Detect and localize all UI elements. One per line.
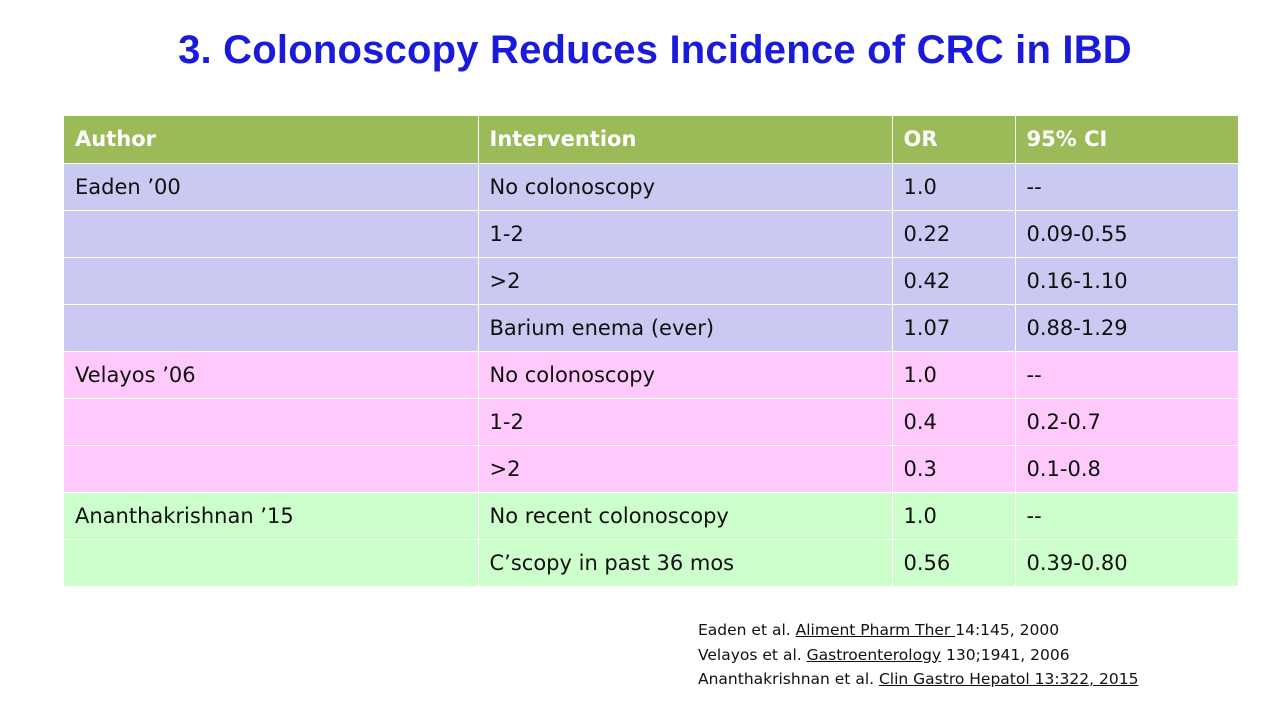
table-row: >2 0.42 0.16-1.10: [64, 257, 1238, 305]
table-row: C’scopy in past 36 mos 0.56 0.39-0.80: [64, 539, 1238, 587]
table-row: Eaden ’00 No colonoscopy 1.0 --: [64, 163, 1238, 211]
cell-or: 1.0: [892, 163, 1016, 211]
reference-line: Ananthakrishnan et al. Clin Gastro Hepat…: [698, 667, 1138, 692]
reference-authors: Velayos et al.: [698, 645, 807, 664]
header-or: OR: [892, 116, 1016, 164]
cell-or: 1.0: [892, 351, 1016, 399]
cell-or: 1.07: [892, 304, 1016, 352]
cell-intervention: >2: [478, 445, 893, 493]
cell-ci: 0.16-1.10: [1015, 257, 1238, 305]
journal-link[interactable]: Aliment Pharm Ther: [795, 621, 956, 639]
table-row: Barium enema (ever) 1.07 0.88-1.29: [64, 304, 1238, 352]
cell-or: 0.3: [892, 445, 1016, 493]
cell-ci: 0.39-0.80: [1015, 539, 1238, 587]
table-row: 1-2 0.22 0.09-0.55: [64, 210, 1238, 258]
reference-line: Velayos et al. Gastroenterology 130;1941…: [698, 643, 1138, 668]
cell-ci: --: [1015, 351, 1238, 399]
reference-citation: 130;1941, 2006: [941, 645, 1070, 664]
results-table: Author Intervention OR 95% CI Eaden ’00 …: [64, 116, 1238, 587]
cell-author: [64, 539, 479, 587]
cell-author: [64, 257, 479, 305]
table-row: >2 0.3 0.1-0.8: [64, 445, 1238, 493]
reference-authors: Ananthakrishnan et al.: [698, 670, 879, 688]
cell-author: [64, 398, 479, 446]
cell-author: Eaden ’00: [64, 163, 479, 211]
cell-author: Ananthakrishnan ’15: [64, 492, 479, 540]
cell-author: [64, 210, 479, 258]
table-row: Ananthakrishnan ’15 No recent colonoscop…: [64, 492, 1238, 540]
cell-ci: --: [1015, 492, 1238, 540]
cell-intervention: 1-2: [478, 210, 893, 258]
cell-or: 0.22: [892, 210, 1016, 258]
slide-title: 3. Colonoscopy Reduces Incidence of CRC …: [178, 28, 1132, 72]
header-intervention: Intervention: [478, 116, 893, 164]
reference-line: Eaden et al. Aliment Pharm Ther 14:145, …: [698, 618, 1138, 643]
cell-or: 0.4: [892, 398, 1016, 446]
references: Eaden et al. Aliment Pharm Ther 14:145, …: [698, 618, 1138, 692]
table-row: 1-2 0.4 0.2-0.7: [64, 398, 1238, 446]
cell-author: [64, 304, 479, 352]
cell-intervention: Barium enema (ever): [478, 304, 893, 352]
cell-intervention: 1-2: [478, 398, 893, 446]
cell-ci: 0.2-0.7: [1015, 398, 1238, 446]
cell-intervention: No colonoscopy: [478, 351, 893, 399]
table-header-row: Author Intervention OR 95% CI: [64, 116, 1238, 164]
cell-or: 0.56: [892, 539, 1016, 587]
header-ci: 95% CI: [1015, 116, 1238, 164]
cell-or: 0.42: [892, 257, 1016, 305]
cell-ci: --: [1015, 163, 1238, 211]
cell-ci: 0.09-0.55: [1015, 210, 1238, 258]
cell-intervention: C’scopy in past 36 mos: [478, 539, 893, 587]
cell-ci: 0.88-1.29: [1015, 304, 1238, 352]
journal-link[interactable]: Gastroenterology: [806, 645, 942, 664]
reference-citation: 14:145, 2000: [955, 621, 1060, 639]
reference-authors: Eaden et al.: [698, 621, 796, 639]
journal-link[interactable]: Clin Gastro Hepatol 13:322, 2015: [878, 670, 1139, 688]
cell-intervention: No recent colonoscopy: [478, 492, 893, 540]
cell-intervention: No colonoscopy: [478, 163, 893, 211]
cell-intervention: >2: [478, 257, 893, 305]
cell-author: [64, 445, 479, 493]
table-row: Velayos ’06 No colonoscopy 1.0 --: [64, 351, 1238, 399]
cell-ci: 0.1-0.8: [1015, 445, 1238, 493]
cell-author: Velayos ’06: [64, 351, 479, 399]
cell-or: 1.0: [892, 492, 1016, 540]
header-author: Author: [64, 116, 479, 164]
